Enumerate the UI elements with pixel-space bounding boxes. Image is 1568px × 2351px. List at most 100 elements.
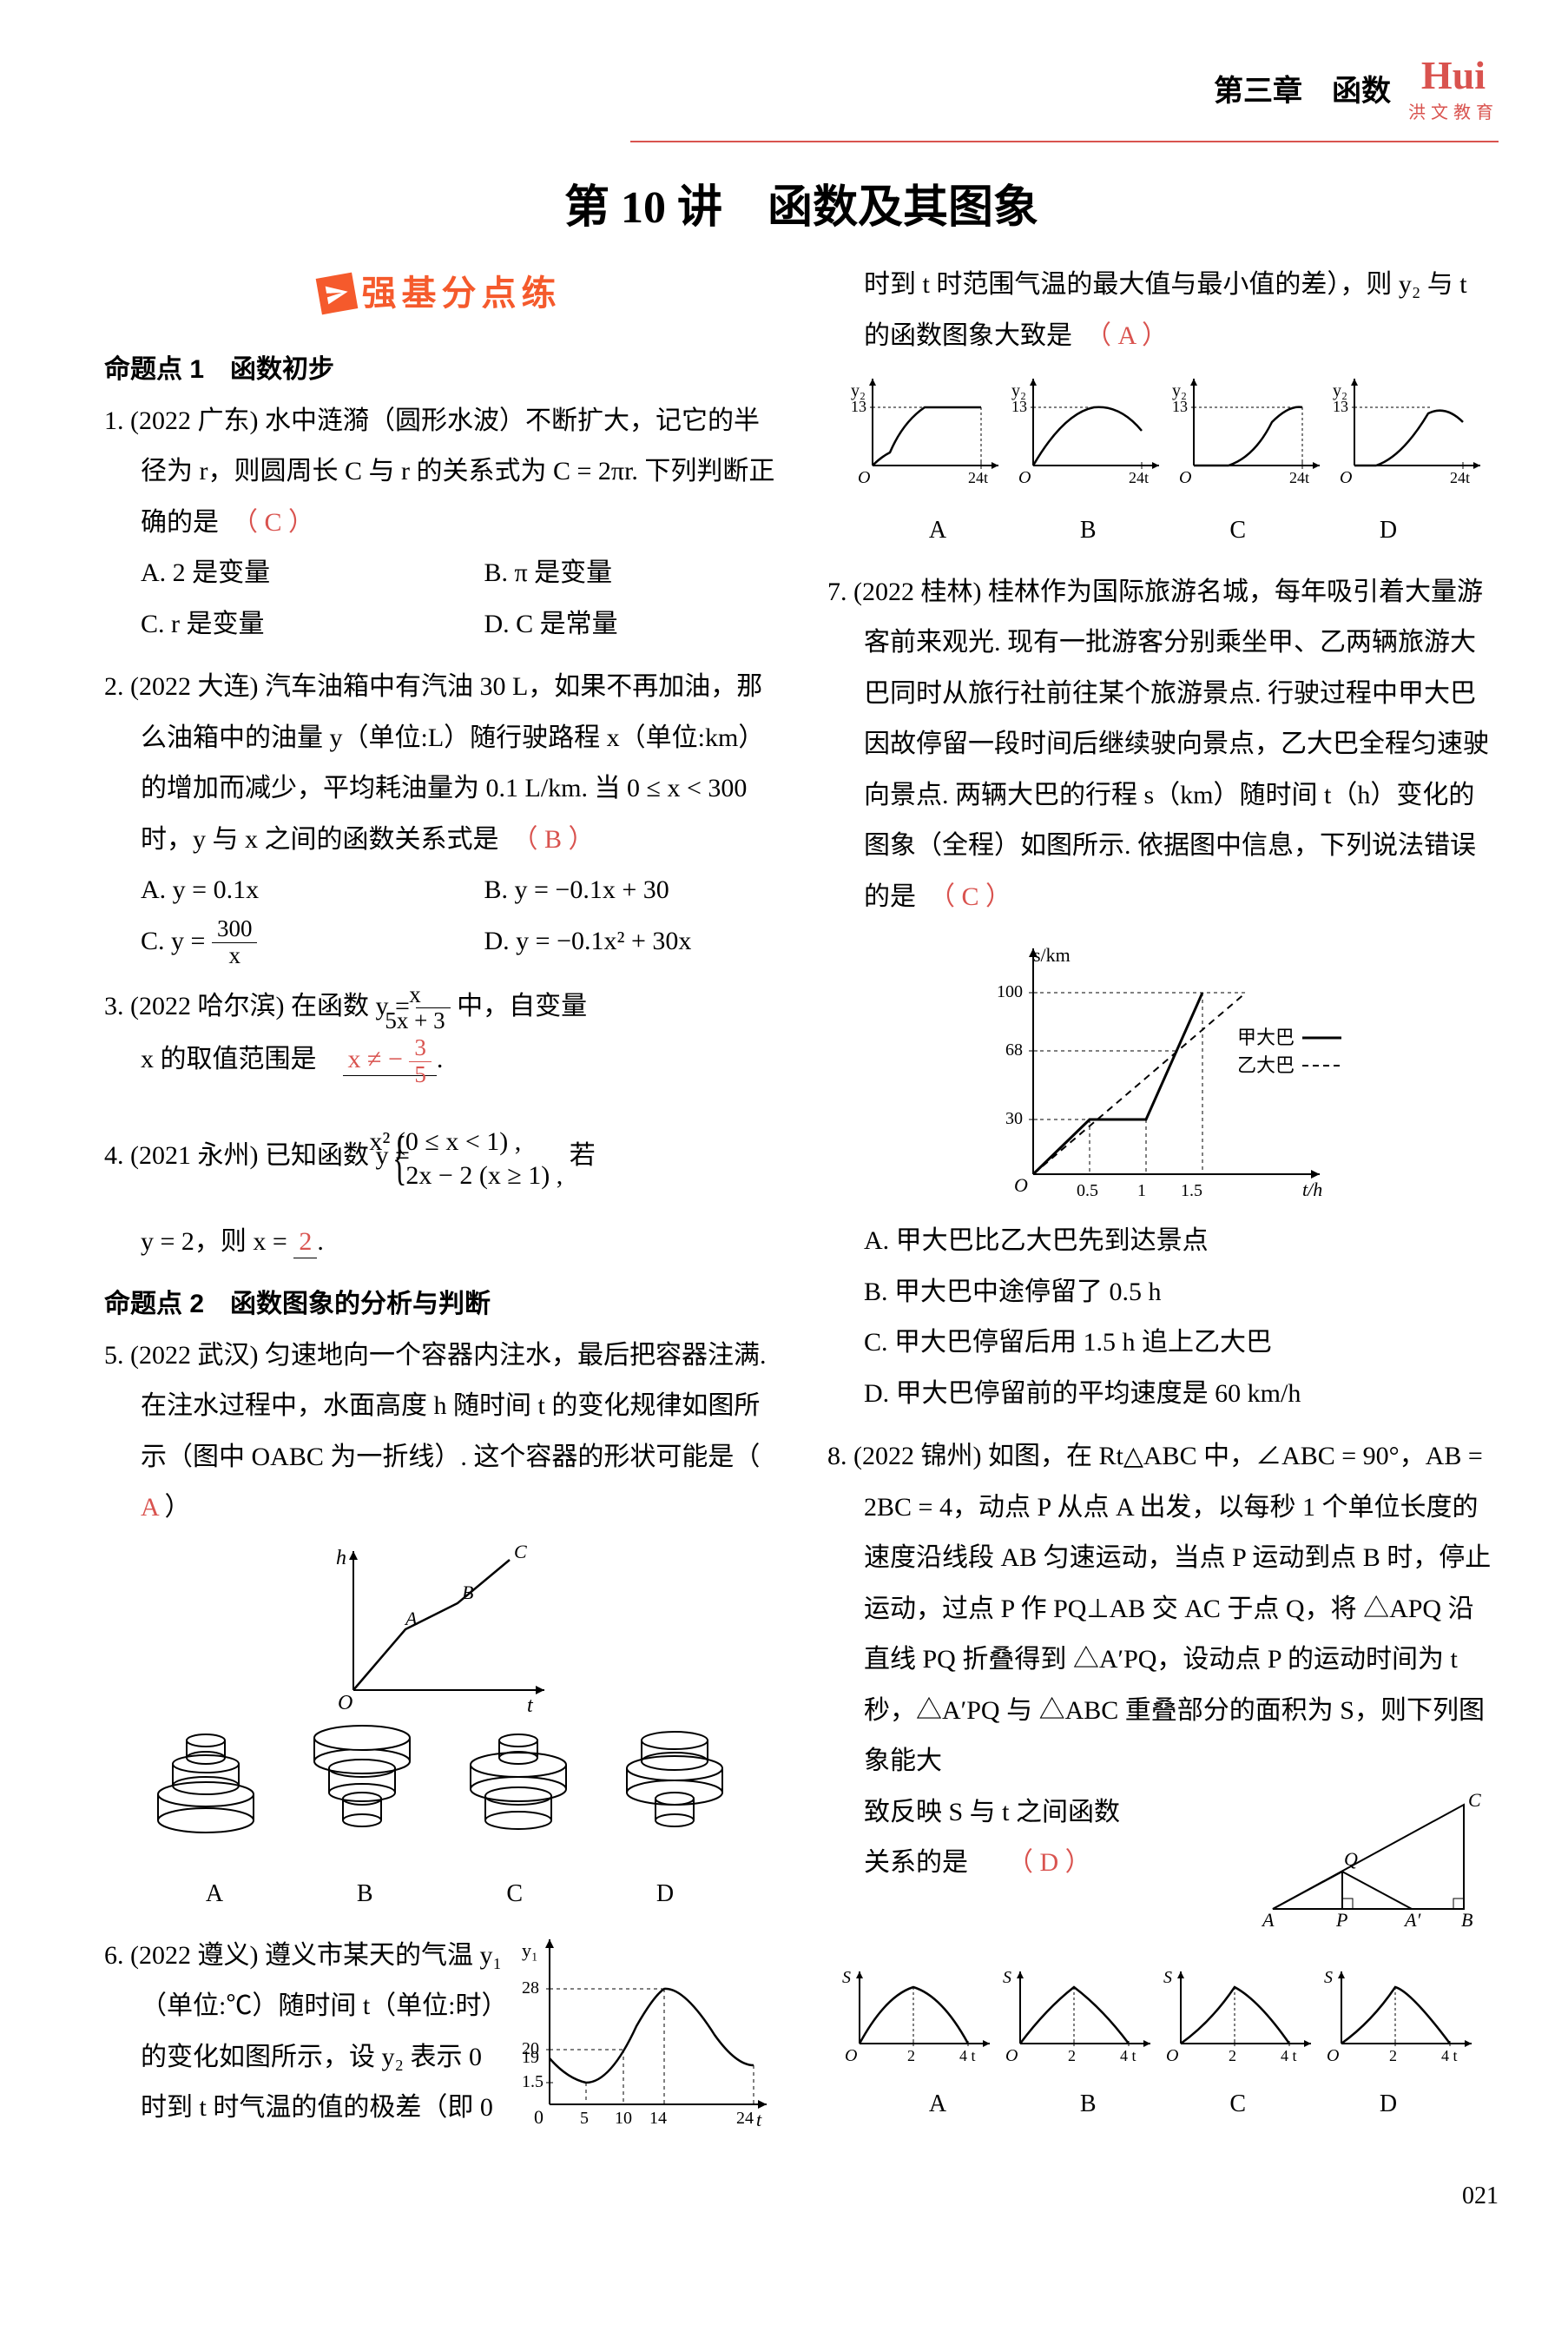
svg-text:A′: A′ [1403, 1909, 1421, 1931]
svg-text:O: O [338, 1692, 352, 1714]
svg-text:5: 5 [580, 2109, 589, 2128]
q7-chart: O s/km t/h 100 68 30 0.5 1 1.5 [827, 931, 1499, 1209]
q8-stem: 8. (2022 锦州) 如图，在 Rt△ABC 中，∠ABC = 90°，AB… [827, 1431, 1499, 1787]
q8-answer: （ D ） [1020, 1848, 1091, 1877]
q2-opt-b: B. y = −0.1x + 30 [484, 865, 776, 916]
q2-stem: 2. (2022 大连) 汽车油箱中有汽油 30 L，如果不再加油，那么油箱中的… [104, 662, 775, 865]
svg-text:C: C [1468, 1789, 1481, 1811]
q6-b: B [1080, 507, 1097, 555]
svg-text:13: 13 [851, 398, 866, 415]
page-title: 第 10 讲 函数及其图象 [104, 170, 1499, 235]
section-badge: 强基分点练 [104, 260, 775, 327]
svg-text:14: 14 [649, 2109, 667, 2128]
q7-opt-a: A. 甲大巴比乙大巴先到达景点 [827, 1216, 1499, 1267]
svg-text:C: C [514, 1541, 527, 1562]
header-divider [630, 141, 1499, 142]
svg-text:1.5: 1.5 [522, 2072, 544, 2091]
q2-answer: （ B ） [525, 825, 595, 854]
brand-logo: Hui [1421, 53, 1486, 97]
svg-text:B: B [462, 1582, 473, 1603]
brand-sub: 洪文教育 [1408, 98, 1499, 123]
svg-text:S: S [842, 1968, 851, 1987]
svg-text:t/h: t/h [1302, 1179, 1322, 1200]
svg-text:P: P [1335, 1909, 1347, 1931]
q8-options: S O 2 4 t [827, 1961, 1499, 2074]
paper-plane-icon [315, 273, 358, 315]
q1-opt-c: C. r 是变量 [141, 599, 432, 650]
q7-opt-d: D. 甲大巴停留前的平均速度是 60 km/h [827, 1369, 1499, 1420]
svg-text:A: A [404, 1608, 418, 1629]
svg-text:乙大巴: 乙大巴 [1237, 1054, 1295, 1076]
svg-text:24: 24 [736, 2109, 754, 2128]
q4-answer: 2 [293, 1227, 317, 1258]
svg-text:t: t [527, 1694, 534, 1717]
q1-answer: （ C ） [245, 508, 314, 537]
q3-answer: x ≠ − 35 [343, 1045, 437, 1076]
svg-text:1: 1 [1137, 1181, 1146, 1200]
q6-cont: 时到 t 时范围气温的最大值与最小值的差），则 y₂ 与 t 的函数图象大致是 … [827, 260, 1499, 361]
topic-2: 命题点 2 函数图象的分析与判断 [104, 1279, 775, 1331]
q1-stem: 1. (2022 广东) 水中涟漪（圆形水波）不断扩大，记它的半径为 r，则圆周… [104, 396, 775, 549]
q7-opt-b: B. 甲大巴中途停留了 0.5 h [827, 1267, 1499, 1318]
topic-1: 命题点 1 函数初步 [104, 345, 775, 396]
q5-stem: 5. (2022 武汉) 匀速地向一个容器内注水，最后把容器注满. 在注水过程中… [104, 1331, 775, 1534]
q5-options [104, 1725, 775, 1864]
q8-c: C [1229, 2081, 1246, 2129]
opt-b: B [357, 1871, 373, 1918]
svg-text:t: t [756, 2109, 762, 2130]
svg-text:19: 19 [522, 2048, 539, 2067]
q6-answer: （ A ） [1098, 321, 1168, 350]
opt-a: A [206, 1871, 223, 1918]
q6-d: D [1380, 507, 1397, 555]
q2-opt-d: D. y = −0.1x² + 30x [484, 916, 776, 969]
opt-c: C [506, 1871, 523, 1918]
chapter-label: 第三章 函数 [1214, 76, 1391, 108]
q3-stem: 3. (2022 哈尔滨) 在函数 y = x5x + 3 中，自变量 [104, 981, 775, 1034]
svg-text:0.5: 0.5 [1077, 1181, 1098, 1200]
svg-text:1.5: 1.5 [1181, 1181, 1202, 1200]
page-number: 021 [104, 2183, 1499, 2210]
q2-opt-a: A. y = 0.1x [141, 865, 432, 916]
svg-text:甲大巴: 甲大巴 [1237, 1027, 1295, 1048]
svg-text:10: 10 [615, 2109, 632, 2128]
svg-text:O: O [845, 2046, 857, 2065]
svg-text:4 t: 4 t [959, 2047, 976, 2064]
svg-text:s/km: s/km [1033, 944, 1071, 966]
q5-answer: A [141, 1493, 165, 1522]
q6-options: y₂O 13 24t [827, 370, 1499, 500]
svg-text:100: 100 [997, 982, 1023, 1001]
q1-opt-a: A. 2 是变量 [141, 548, 432, 599]
q1-opt-b: B. π 是变量 [484, 548, 776, 599]
svg-text:28: 28 [522, 1978, 539, 1998]
q6-a: A [929, 507, 946, 555]
q8-triangle: A B C P A′ Q [1255, 1787, 1499, 1953]
svg-text:B: B [1461, 1909, 1472, 1931]
q6-graph: 0 y₁ t 28 20 19 1.5 5 10 14 24 [515, 1931, 775, 2149]
q1-opt-d: D. C 是常量 [484, 599, 776, 650]
q7-opt-c: C. 甲大巴停留后用 1.5 h 追上乙大巴 [827, 1317, 1499, 1369]
svg-text:0: 0 [534, 2106, 544, 2128]
q6-c: C [1229, 507, 1246, 555]
q8-a: A [929, 2081, 946, 2129]
svg-text:A: A [1261, 1909, 1275, 1931]
svg-text:O: O [858, 468, 870, 487]
q7-answer: （ C ） [942, 882, 1011, 911]
svg-text:y₁: y₁ [522, 1939, 538, 1961]
subtitle-text: 强基分点练 [362, 260, 562, 327]
svg-text:68: 68 [1005, 1040, 1023, 1060]
q7-stem: 7. (2022 桂林) 桂林作为国际旅游名城，每年吸引着大量游客前来观光. 现… [827, 567, 1499, 923]
q4-stem: 4. (2021 永州) 已知函数 y = {x² (0 ≤ x < 1) ,2… [104, 1100, 775, 1217]
q8-d: D [1380, 2081, 1397, 2129]
svg-text:2: 2 [907, 2047, 915, 2064]
q4-line2: y = 2，则 x = 2. [104, 1217, 775, 1268]
svg-text:Q: Q [1344, 1848, 1358, 1870]
q5-graph: h t O A B C [104, 1542, 775, 1716]
q3-line2: x 的取值范围是 x ≠ − 35. [104, 1034, 775, 1087]
svg-text:h: h [336, 1547, 346, 1569]
opt-d: D [656, 1871, 674, 1918]
svg-text:O: O [1014, 1174, 1028, 1196]
q2-opt-c: C. y = 300x [141, 916, 432, 969]
svg-text:30: 30 [1005, 1109, 1023, 1128]
q8-b: B [1080, 2081, 1097, 2129]
svg-text:24t: 24t [968, 469, 988, 486]
